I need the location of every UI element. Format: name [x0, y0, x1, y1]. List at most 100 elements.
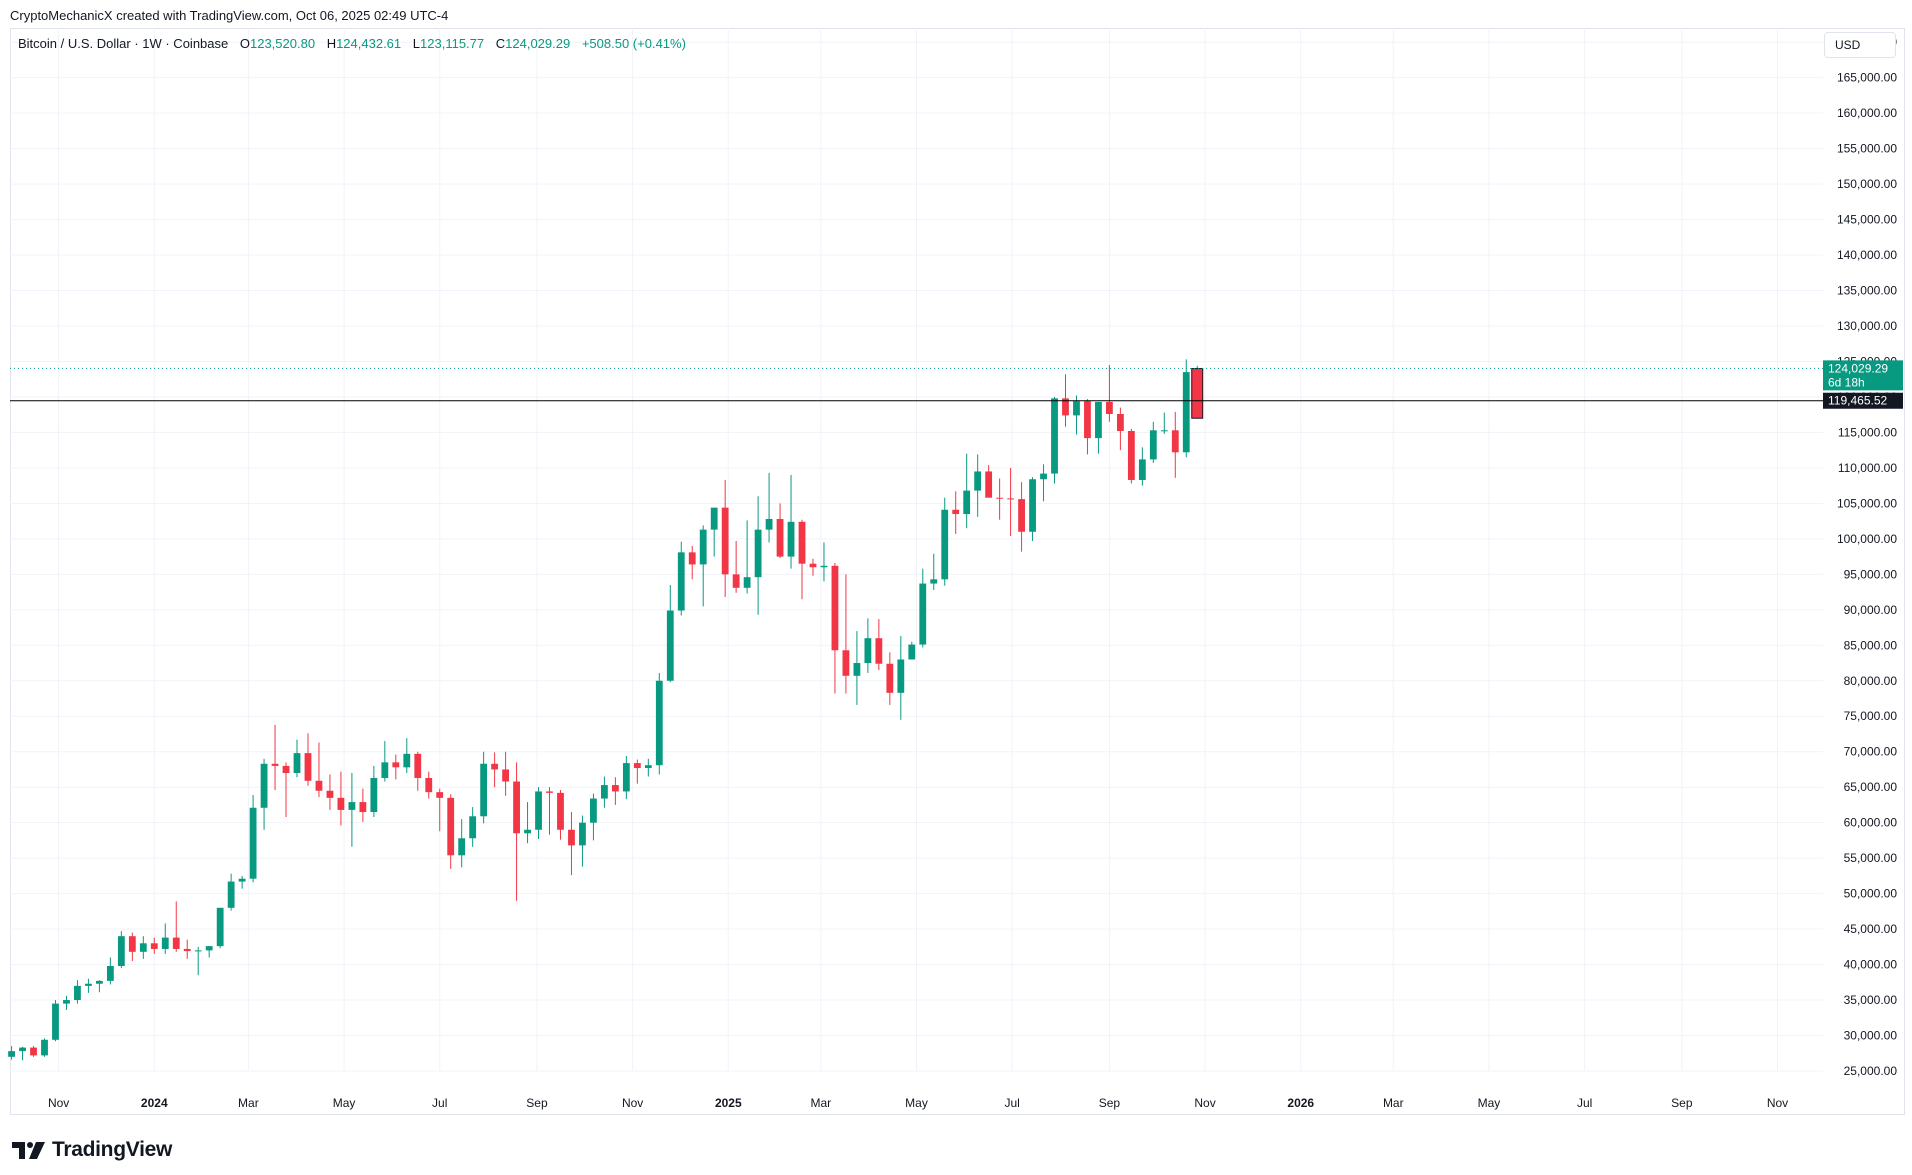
candle[interactable]	[403, 738, 410, 773]
candle[interactable]	[744, 520, 751, 593]
candle[interactable]	[623, 756, 630, 799]
candle[interactable]	[645, 759, 652, 777]
candle[interactable]	[1161, 413, 1168, 434]
candle[interactable]	[788, 475, 795, 569]
candle[interactable]	[722, 480, 729, 597]
candle[interactable]	[1183, 359, 1190, 457]
candle[interactable]	[41, 1038, 48, 1056]
candle[interactable]	[656, 673, 663, 774]
candle[interactable]	[601, 777, 608, 808]
candle[interactable]	[261, 759, 268, 830]
candle[interactable]	[1018, 482, 1025, 552]
candle[interactable]	[228, 874, 235, 911]
candle[interactable]	[897, 636, 904, 720]
candle[interactable]	[513, 762, 520, 900]
candle[interactable]	[546, 787, 553, 835]
candle[interactable]	[381, 741, 388, 781]
candle[interactable]	[766, 473, 773, 543]
candle[interactable]	[206, 946, 213, 957]
candle[interactable]	[348, 773, 355, 847]
candle[interactable]	[1007, 468, 1014, 536]
candle[interactable]	[755, 496, 762, 614]
candle[interactable]	[239, 876, 246, 889]
candle[interactable]	[162, 923, 169, 954]
candle[interactable]	[1051, 397, 1058, 484]
candle[interactable]	[996, 479, 1003, 520]
candle[interactable]	[370, 766, 377, 817]
candle[interactable]	[1040, 464, 1047, 501]
candle[interactable]	[930, 554, 937, 590]
candle[interactable]	[19, 1047, 26, 1060]
candle[interactable]	[118, 931, 125, 968]
candle[interactable]	[140, 936, 147, 959]
candle[interactable]	[184, 940, 191, 959]
candle[interactable]	[151, 938, 158, 954]
candle[interactable]	[919, 569, 926, 648]
candle[interactable]	[1150, 422, 1157, 463]
currency-button[interactable]: USD	[1824, 32, 1896, 58]
candle[interactable]	[667, 585, 674, 682]
candle[interactable]	[974, 454, 981, 516]
candle[interactable]	[952, 491, 959, 534]
candle[interactable]	[30, 1046, 37, 1057]
candle[interactable]	[941, 498, 948, 586]
candle[interactable]	[821, 542, 828, 581]
candle[interactable]	[1117, 408, 1124, 451]
candle[interactable]	[1139, 447, 1146, 485]
candle[interactable]	[469, 807, 476, 847]
candle[interactable]	[832, 563, 839, 694]
candle[interactable]	[864, 618, 871, 673]
candle[interactable]	[217, 908, 224, 948]
candle[interactable]	[502, 752, 509, 796]
candle[interactable]	[305, 733, 312, 786]
candle[interactable]	[129, 933, 136, 961]
candle[interactable]	[107, 957, 114, 984]
candle[interactable]	[711, 508, 718, 557]
candle[interactable]	[458, 819, 465, 867]
candle[interactable]	[1095, 402, 1102, 454]
candle[interactable]	[535, 787, 542, 839]
candle[interactable]	[8, 1046, 15, 1059]
candle[interactable]	[777, 503, 784, 558]
candle[interactable]	[810, 559, 817, 576]
candle[interactable]	[985, 465, 992, 498]
candle[interactable]	[799, 520, 806, 599]
candle[interactable]	[1084, 399, 1091, 454]
candle[interactable]	[908, 642, 915, 660]
candle[interactable]	[678, 542, 685, 616]
candle[interactable]	[1128, 429, 1135, 484]
candle[interactable]	[1073, 396, 1080, 435]
candle[interactable]	[634, 760, 641, 784]
candle[interactable]	[173, 901, 180, 951]
candle[interactable]	[96, 980, 103, 992]
candle[interactable]	[843, 574, 850, 693]
candle[interactable]	[557, 790, 564, 840]
candle[interactable]	[283, 762, 290, 817]
candle[interactable]	[294, 740, 301, 778]
candle[interactable]	[447, 794, 454, 869]
candle[interactable]	[250, 795, 257, 882]
candle[interactable]	[612, 777, 619, 805]
candle[interactable]	[338, 772, 345, 826]
candle[interactable]	[886, 652, 893, 705]
candle[interactable]	[195, 947, 202, 975]
candle[interactable]	[1106, 365, 1113, 422]
candle[interactable]	[52, 1000, 59, 1041]
candle[interactable]	[436, 789, 443, 832]
candle[interactable]	[963, 454, 970, 529]
candle[interactable]	[63, 996, 70, 1010]
candle[interactable]	[392, 755, 399, 780]
candle[interactable]	[491, 752, 498, 787]
candle[interactable]	[272, 725, 279, 790]
tradingview-logo[interactable]: TradingView	[12, 1137, 172, 1163]
candle[interactable]	[414, 752, 421, 791]
candle[interactable]	[316, 742, 323, 797]
candle[interactable]	[733, 541, 740, 593]
candle[interactable]	[425, 772, 432, 799]
candle[interactable]	[480, 752, 487, 824]
drawn-rectangle[interactable]	[1192, 369, 1203, 419]
candle[interactable]	[853, 631, 860, 705]
candle[interactable]	[579, 816, 586, 867]
candle[interactable]	[327, 774, 334, 809]
candle[interactable]	[85, 979, 92, 993]
